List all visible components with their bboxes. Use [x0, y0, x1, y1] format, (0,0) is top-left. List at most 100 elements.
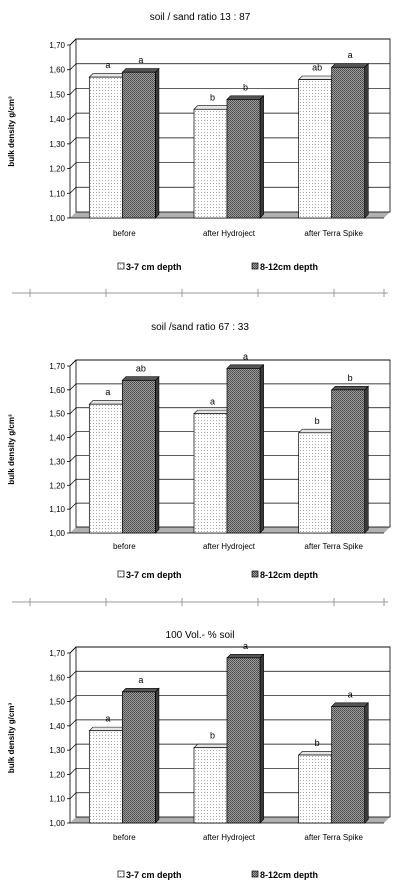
- legend-label: 8-12cm depth: [260, 870, 318, 880]
- gridline-edge: [69, 359, 77, 367]
- x-tick-label: after Hydroject: [203, 833, 256, 842]
- gridline-edge: [69, 479, 77, 486]
- significance-letter: ab: [136, 363, 146, 373]
- legend-swatch: [251, 870, 259, 878]
- legend-swatch: [251, 262, 259, 270]
- significance-letter: b: [243, 82, 248, 92]
- legend-swatch: [117, 262, 125, 270]
- bar-front: [226, 99, 261, 219]
- legend-label: 3-7 cm depth: [126, 870, 182, 880]
- y-tick-label: 1,40: [49, 722, 65, 731]
- y-tick-label: 1,60: [49, 673, 65, 682]
- bar-8-12cm-3: [330, 385, 369, 534]
- bar-3-7cm-3: [297, 428, 336, 534]
- y-tick-label: 1,00: [49, 529, 65, 538]
- bar-front: [121, 71, 156, 219]
- significance-letter: a: [105, 60, 110, 70]
- y-tick-label: 1,40: [49, 115, 65, 124]
- y-tick-label: 1,10: [49, 189, 65, 198]
- bar-front: [121, 379, 156, 534]
- bar-top: [226, 95, 265, 100]
- bar-side: [259, 653, 264, 824]
- x-tick-label: before: [113, 542, 136, 551]
- bar-8-12cm-2: [226, 364, 265, 534]
- legend: 3-7 cm depth 8-12cm depth: [117, 262, 318, 272]
- bar-top: [226, 653, 265, 659]
- y-tick-label: 1,50: [49, 90, 65, 99]
- legend: 3-7 cm depth 8-12cm depth: [117, 870, 318, 880]
- gridline-edge: [69, 792, 77, 799]
- significance-letter: b: [348, 373, 353, 383]
- bar-front: [88, 730, 123, 824]
- bar-3-7cm-3: [297, 750, 336, 824]
- significance-letter: b: [315, 738, 320, 748]
- significance-letter: a: [138, 675, 143, 685]
- gridline-edge: [69, 671, 77, 678]
- bar-3-7cm-2: [193, 104, 232, 219]
- gridline-edge: [69, 407, 77, 414]
- bar-3-7cm-1: [88, 399, 127, 534]
- chart-panel-3: 100 Vol.- % soil 1,00 1,10 1,20 1,30 1,40 1,50…: [7, 630, 391, 880]
- bar-front: [121, 691, 156, 824]
- gridline-edge: [69, 646, 77, 654]
- legend-label: 8-12cm depth: [260, 570, 318, 580]
- significance-letter: a: [105, 387, 110, 397]
- bar-3-7cm-2: [193, 743, 232, 824]
- bar-top: [330, 63, 369, 68]
- legend-swatch: [117, 870, 125, 878]
- bar-front: [88, 403, 123, 534]
- gridline-edge: [69, 88, 77, 95]
- y-tick-label: 1,20: [49, 481, 65, 490]
- bar-top: [193, 105, 232, 110]
- bar-top: [330, 385, 369, 391]
- significance-letter: a: [243, 641, 248, 651]
- y-tick-label: 1,50: [49, 698, 65, 707]
- significance-letter: b: [210, 92, 215, 102]
- bar-top: [297, 75, 336, 80]
- significance-letter: b: [210, 731, 215, 741]
- bar-front: [193, 108, 228, 219]
- gridline-edge: [69, 695, 77, 702]
- bar-top: [121, 687, 160, 693]
- y-axis-label: bulk density g/cm³: [7, 414, 16, 485]
- y-tick-label: 1,30: [49, 140, 65, 149]
- significance-letter: a: [243, 351, 248, 361]
- gridline-edge: [69, 162, 77, 169]
- bar-8-12cm-3: [330, 62, 369, 219]
- y-tick-label: 1,30: [49, 746, 65, 755]
- bar-top: [121, 68, 160, 73]
- bar-8-12cm-2: [226, 653, 265, 824]
- bar-top: [193, 743, 232, 749]
- y-tick-label: 1,00: [49, 819, 65, 828]
- x-tick-label: before: [113, 229, 136, 238]
- y-tick-label: 1,70: [49, 41, 65, 50]
- y-tick-label: 1,20: [49, 165, 65, 174]
- chart-title: soil / sand ratio 13 : 87: [150, 12, 251, 23]
- bar-top: [193, 409, 232, 415]
- bar-side: [364, 702, 369, 824]
- legend-label: 3-7 cm depth: [126, 262, 182, 272]
- x-tick-label: after Hydroject: [203, 542, 256, 551]
- significance-letter: ab: [312, 63, 322, 73]
- y-tick-label: 1,10: [49, 795, 65, 804]
- bar-top: [88, 73, 127, 78]
- gridline-edge: [69, 502, 77, 510]
- gridline-edge: [69, 137, 77, 145]
- gridline-edge: [69, 719, 77, 727]
- bar-front: [193, 413, 228, 534]
- legend-swatch: [117, 570, 125, 578]
- bar-front: [298, 79, 333, 219]
- bar-front: [331, 66, 366, 219]
- significance-letter: a: [348, 689, 353, 699]
- bar-front: [331, 389, 366, 534]
- bar-3-7cm-1: [88, 726, 127, 824]
- bar-top: [226, 364, 265, 369]
- significance-letter: a: [348, 50, 353, 60]
- y-tick-label: 1,50: [49, 410, 65, 419]
- bar-front: [331, 706, 366, 824]
- y-tick-label: 1,70: [49, 362, 65, 371]
- gridline-edge: [69, 38, 77, 46]
- significance-letter: b: [315, 416, 320, 426]
- gridline-edge: [69, 743, 77, 751]
- y-tick-label: 1,00: [49, 214, 65, 223]
